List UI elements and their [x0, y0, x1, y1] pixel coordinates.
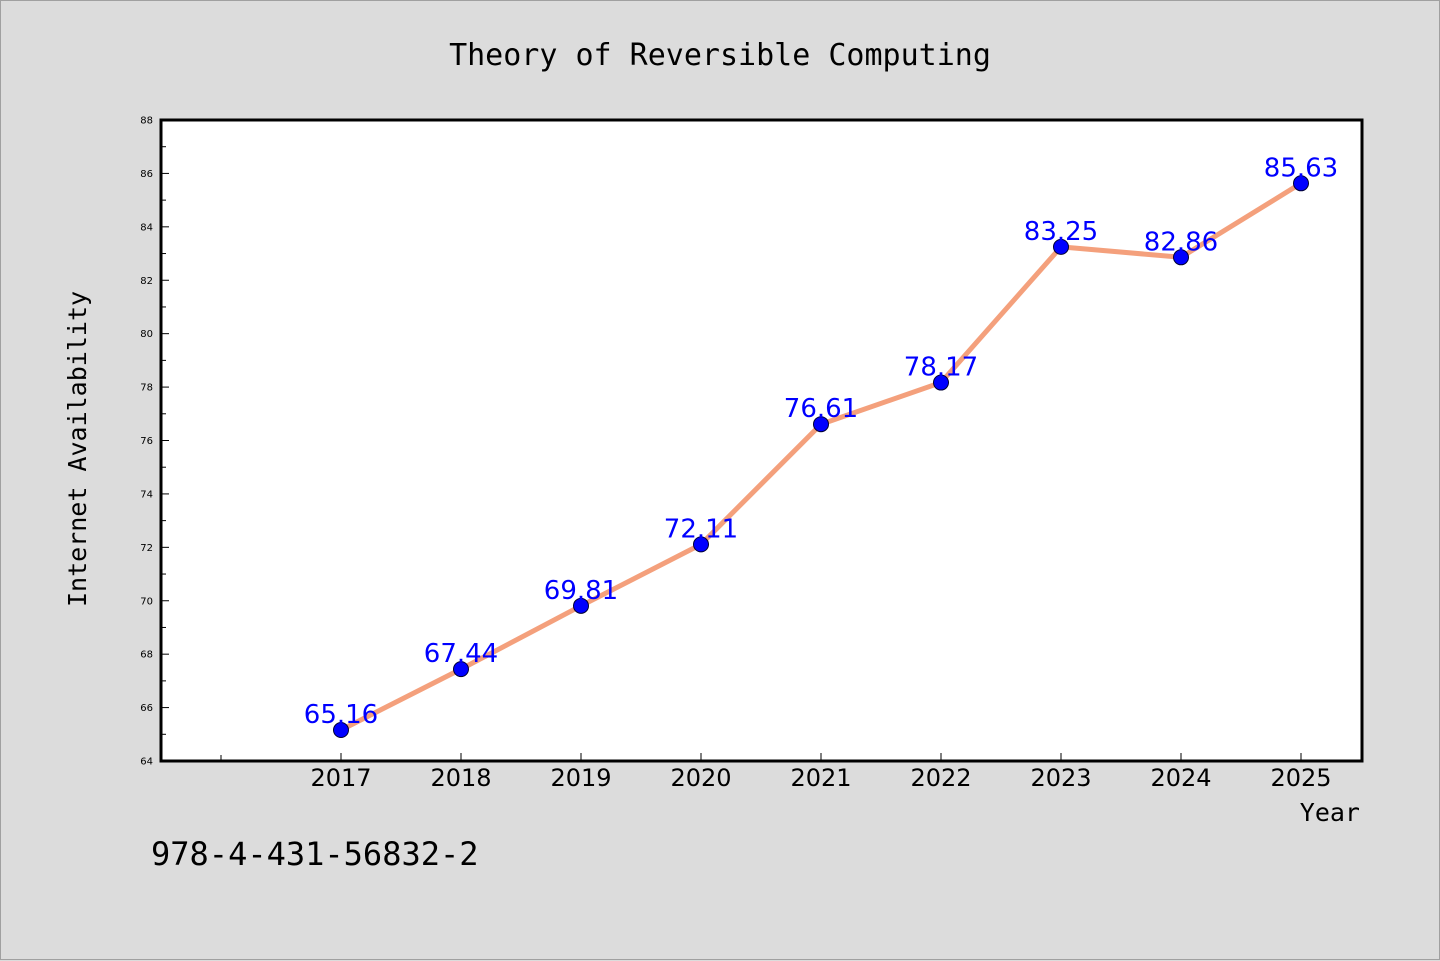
y-tick-label: 70	[140, 596, 153, 607]
data-point	[573, 597, 589, 614]
data-label: 69.81	[544, 576, 618, 606]
y-tick-label: 64	[140, 757, 153, 768]
data-label: 67.44	[424, 639, 498, 669]
y-tick-label: 76	[140, 436, 153, 447]
data-point	[813, 416, 829, 433]
y-tick-label: 88	[140, 116, 153, 127]
data-label: 82.86	[1144, 227, 1218, 257]
y-axis: 64 66 68 70 72 74 76 78 80 82 84 86 88	[140, 116, 169, 768]
x-axis-label: Year	[1300, 798, 1360, 827]
x-tick-label: 2025	[1270, 764, 1331, 792]
data-point	[333, 722, 349, 739]
data-label: 65.16	[304, 700, 378, 730]
data-label: 72.11	[664, 514, 738, 544]
y-tick-label: 74	[140, 489, 153, 500]
x-tick-label: 2024	[1150, 764, 1211, 792]
data-label: 76.61	[784, 394, 858, 424]
y-tick-label: 80	[140, 329, 153, 340]
data-label: 83.25	[1024, 217, 1098, 247]
data-label: 78.17	[904, 353, 978, 383]
chart-title: Theory of Reversible Computing	[449, 38, 991, 73]
y-tick-label: 78	[140, 383, 153, 394]
isbn-text: 978-4-431-56832-2	[151, 835, 479, 873]
y-tick-label: 86	[140, 169, 153, 180]
x-tick-label: 2022	[910, 764, 971, 792]
x-tick-label: 2018	[430, 764, 491, 792]
plot-area	[159, 118, 1364, 763]
data-point	[1053, 238, 1069, 255]
data-labels: 65.16 67.44 69.81 72.11 76.61 78.17 83.25 82.86…	[304, 153, 1338, 730]
x-tick-label: 2021	[790, 764, 851, 792]
data-point	[933, 374, 949, 391]
y-tick-label: 66	[140, 703, 153, 714]
y-tick-label: 84	[140, 222, 153, 233]
x-tick-label: 2019	[550, 764, 611, 792]
data-label: 85.63	[1264, 153, 1338, 183]
x-axis: 2017 2018 2019 2020 2021 2022 2023 2024 2025	[220, 753, 1332, 792]
y-tick-label: 82	[140, 276, 153, 287]
data-point	[1173, 249, 1189, 266]
x-tick-label: 2020	[670, 764, 731, 792]
y-tick-label: 68	[140, 650, 153, 661]
data-point	[693, 536, 709, 553]
x-tick-label: 2023	[1030, 764, 1091, 792]
data-series	[333, 175, 1309, 739]
y-tick-label: 72	[140, 543, 153, 554]
data-point	[453, 661, 469, 678]
data-point	[1293, 175, 1309, 192]
x-tick-label: 2017	[310, 764, 371, 792]
y-axis-label: Internet Availability	[63, 291, 92, 607]
